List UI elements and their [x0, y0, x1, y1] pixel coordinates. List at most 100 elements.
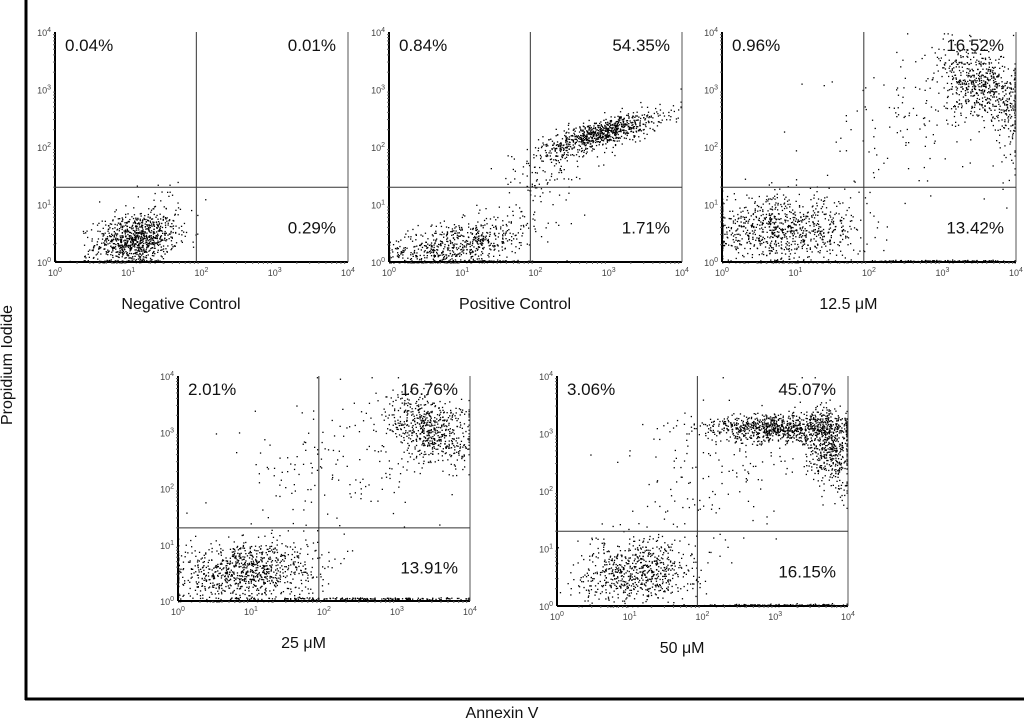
- event-dot: [951, 86, 953, 88]
- event-dot: [150, 230, 153, 232]
- event-dot: [747, 220, 750, 222]
- event-dot: [124, 231, 126, 233]
- event-dot: [1014, 94, 1016, 97]
- event-dot: [501, 246, 503, 248]
- event-dot: [966, 89, 968, 91]
- event-dot: [798, 224, 801, 226]
- event-dot: [789, 236, 791, 238]
- event-dot: [744, 222, 746, 224]
- event-dot: [973, 102, 976, 104]
- event-dot: [1014, 75, 1016, 77]
- event-dot: [742, 254, 744, 257]
- event-dot: [129, 245, 131, 247]
- event-dot: [988, 66, 990, 68]
- event-dot: [555, 163, 557, 165]
- event-dot: [576, 160, 578, 162]
- event-dot: [404, 259, 406, 262]
- event-dot: [787, 203, 789, 206]
- event-dot: [443, 253, 445, 256]
- event-dot: [147, 246, 149, 248]
- event-dot: [871, 119, 874, 121]
- event-dot: [1004, 66, 1006, 68]
- event-dot: [290, 591, 293, 593]
- event-dot: [976, 48, 978, 50]
- event-dot: [779, 188, 781, 190]
- event-dot: [905, 144, 907, 146]
- event-dot: [105, 251, 107, 253]
- event-dot: [541, 145, 543, 147]
- event-dot: [505, 260, 507, 262]
- y-tick-label: 103: [371, 85, 385, 96]
- event-dot: [569, 138, 571, 140]
- y-tick-label: 104: [704, 27, 718, 38]
- event-dot: [228, 579, 230, 582]
- event-dot: [751, 197, 753, 199]
- event-dot: [146, 225, 149, 227]
- event-dot: [609, 121, 612, 123]
- event-dot: [724, 242, 727, 245]
- event-dot: [520, 228, 522, 230]
- event-dot: [632, 131, 634, 133]
- event-dot: [448, 255, 450, 257]
- event-dot: [951, 62, 953, 65]
- event-dot: [745, 227, 747, 229]
- event-dot: [990, 95, 992, 97]
- event-dot: [113, 231, 115, 233]
- event-dot: [857, 253, 859, 255]
- event-dot: [797, 243, 799, 246]
- event-dot: [985, 83, 987, 85]
- event-dot: [111, 251, 113, 253]
- event-dot: [622, 120, 625, 122]
- event-dot: [800, 216, 802, 219]
- event-dot: [944, 68, 947, 70]
- event-dot: [781, 257, 783, 259]
- event-dot: [586, 142, 588, 144]
- event-dot: [126, 228, 128, 230]
- event-dot: [534, 187, 537, 189]
- event-dot: [977, 74, 980, 76]
- event-dot: [421, 242, 423, 244]
- event-dot: [427, 238, 429, 240]
- event-dot: [106, 259, 108, 262]
- event-dot: [138, 254, 140, 256]
- event-dot: [462, 246, 464, 248]
- event-dot: [458, 253, 460, 255]
- event-dot: [761, 253, 763, 255]
- event-dot: [127, 237, 129, 240]
- event-dot: [482, 242, 484, 245]
- event-dot: [569, 141, 571, 144]
- event-dot: [576, 140, 578, 142]
- event-dot: [553, 165, 556, 167]
- event-dot: [588, 126, 591, 129]
- event-dot: [616, 125, 618, 128]
- event-dot: [818, 234, 820, 236]
- event-dot: [139, 222, 141, 224]
- event-dot: [808, 221, 810, 223]
- event-dot: [918, 180, 920, 182]
- event-dot: [593, 127, 595, 130]
- event-dot: [1002, 91, 1004, 93]
- event-dot: [576, 136, 578, 138]
- event-dot: [544, 149, 547, 152]
- event-dot: [961, 82, 963, 84]
- event-dot: [966, 55, 968, 58]
- event-dot: [803, 218, 806, 221]
- event-dot: [962, 83, 964, 85]
- event-dot: [984, 89, 986, 91]
- event-dot: [162, 258, 165, 260]
- event-dot: [838, 213, 840, 215]
- event-dot: [618, 120, 620, 122]
- event-dot: [973, 111, 976, 113]
- event-dot: [124, 233, 126, 235]
- event-dot: [832, 217, 834, 219]
- event-dot: [633, 128, 635, 130]
- event-dot: [800, 220, 802, 222]
- event-dot: [788, 225, 790, 227]
- event-dot: [1007, 119, 1010, 121]
- event-dot: [125, 224, 127, 226]
- event-dot: [788, 224, 790, 227]
- event-dot: [993, 92, 996, 94]
- event-dot: [830, 236, 832, 239]
- event-dot: [806, 250, 808, 252]
